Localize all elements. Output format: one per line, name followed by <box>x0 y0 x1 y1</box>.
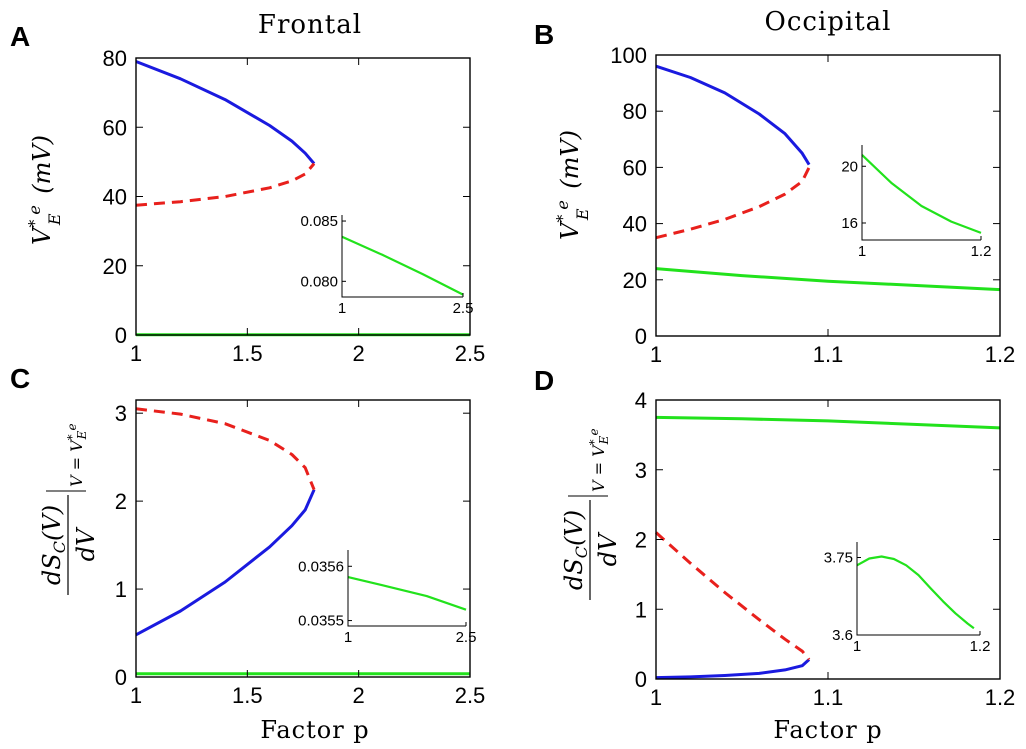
panel-b-x-tick-label: 1.1 <box>813 342 844 367</box>
panel-c-x-tick-label: 1 <box>130 683 142 708</box>
panel-b-inset-x-tick-label: 1.2 <box>971 243 992 260</box>
panel-b-series-green <box>655 267 1001 292</box>
panel-a-y-tick-label: 0 <box>115 323 127 348</box>
panel-b-y-tick-label: 60 <box>623 155 647 180</box>
panel-c-inset-x-tick-label: 2.5 <box>456 629 477 646</box>
column-title-occipital: Occipital <box>765 7 892 37</box>
svg-text:V = V* eE: V = V* eE <box>65 423 89 487</box>
panel-c-series-red-dashed <box>135 407 316 491</box>
panel-a-series-red-dashed <box>135 162 316 207</box>
panel-a-x-tick-label: 1.5 <box>232 341 263 366</box>
panel-a-inset-y-tick-label: 0.085 <box>300 213 338 230</box>
panel-d-x-tick-label: 1.2 <box>985 685 1016 710</box>
panel-a-inset-x-tick-label: 1 <box>338 300 346 317</box>
y-axis-label-a: V* eE (mV) <box>25 135 64 245</box>
x-axis-label-occipital: Factor p <box>773 716 882 744</box>
panel-b-inset-x-tick-label: 1 <box>858 243 866 260</box>
panel-d-inset-series-green <box>856 555 975 630</box>
panel-c-x-tick-label: 2.5 <box>455 683 486 708</box>
panel-d-series-red-dashed <box>655 531 811 661</box>
panel-c-inset-x-tick-label: 1 <box>344 629 352 646</box>
panel-a-inset-x-tick-label: 2.5 <box>453 300 474 317</box>
panel-c-x-tick-label: 2 <box>353 683 365 708</box>
panel-c-inset-series-green <box>347 576 467 611</box>
panel-d-series-green <box>655 415 1001 430</box>
panel-b-y-tick-label: 0 <box>635 324 647 349</box>
panel-c-y-tick-label: 1 <box>115 577 127 602</box>
panel-c-series-blue <box>135 489 316 637</box>
svg-text:dSC(V): dSC(V) <box>560 510 591 590</box>
panel-d-y-tick-label: 0 <box>635 667 647 692</box>
panel-a-inset-series-green <box>341 235 464 296</box>
panel-d-y-tick-label: 1 <box>635 597 647 622</box>
panel-c-inset-y-tick-label: 0.0355 <box>298 613 344 630</box>
panel-b-x-tick-label: 1.2 <box>985 342 1016 367</box>
panel-c-axes <box>135 399 471 678</box>
panel-b-y-tick-label: 100 <box>610 43 647 68</box>
panel-d-x-tick-label: 1.1 <box>813 685 844 710</box>
y-axis-label-d: dSC(V) dV V = V* eE <box>560 428 622 600</box>
svg-text:V* eE (mV): V* eE (mV) <box>25 135 64 245</box>
panel-d-axes <box>655 399 1001 680</box>
panel-a-x-tick-label: 1 <box>130 341 142 366</box>
panel-a-x-tick-label: 2.5 <box>455 341 486 366</box>
panel-a-inset-y-tick-label: 0.080 <box>300 273 338 290</box>
panel-a-axes <box>135 57 471 336</box>
panel-c-inset-plot: 1 2.5 0.0355 0.0356 <box>298 550 476 646</box>
panel-a-y-tick-label: 40 <box>103 185 127 210</box>
panel-d-inset-y-tick-label: 3.75 <box>824 550 853 567</box>
panel-letter-a: A <box>10 21 30 52</box>
panel-c-x-tick-label: 1.5 <box>232 683 263 708</box>
svg-text:V = V* eE: V = V* eE <box>587 428 611 492</box>
panel-d-series-blue <box>655 658 811 680</box>
column-title-frontal: Frontal <box>258 10 362 40</box>
panel-letter-c: C <box>10 363 30 394</box>
panel-letter-d: D <box>534 365 554 396</box>
panel-c-y-tick-label: 3 <box>115 401 127 426</box>
panel-b-plot: 1 1.1 1.2 0 20 40 60 80 100 <box>610 43 1015 367</box>
panel-c-y-tick-label: 2 <box>115 489 127 514</box>
panel-c-inset-axes <box>347 550 466 627</box>
panel-b-series-blue <box>655 64 811 166</box>
panel-b-y-tick-label: 80 <box>623 99 647 124</box>
panel-c-inset-y-tick-label: 0.0356 <box>298 558 344 575</box>
panel-a-x-tick-label: 2 <box>353 341 365 366</box>
panel-b-y-tick-label: 20 <box>623 268 647 293</box>
panel-b-series-red-dashed <box>655 166 811 240</box>
panel-d-inset-plot: 1 1.2 3.6 3.75 <box>824 542 991 655</box>
panel-a-plot: 1 1.5 2 2.5 0 20 40 60 80 <box>103 46 486 366</box>
panel-d-inset-y-tick-label: 3.6 <box>832 627 853 644</box>
panel-c-y-tick-label: 0 <box>115 665 127 690</box>
panel-d-y-tick-label: 3 <box>635 458 647 483</box>
panel-d-inset-axes <box>856 542 980 636</box>
panel-b-inset-y-tick-label: 16 <box>841 215 858 232</box>
svg-text:dSC(V): dSC(V) <box>38 505 69 585</box>
panel-a-series-blue <box>135 60 316 165</box>
panel-d-inset-x-tick-label: 1.2 <box>970 638 991 655</box>
panel-d-x-tick-label: 1 <box>650 685 662 710</box>
y-axis-label-c: dSC(V) dV V = V* eE <box>38 423 100 595</box>
panel-a-y-tick-label: 20 <box>103 254 127 279</box>
panel-b-inset-y-tick-label: 20 <box>841 158 858 175</box>
y-axis-label-b: V* eE (mV) <box>553 130 592 240</box>
panel-b-inset-series-green <box>861 154 982 234</box>
panel-b-x-tick-label: 1 <box>650 342 662 367</box>
svg-text:dV: dV <box>72 526 100 561</box>
panel-b-axes <box>655 54 1001 337</box>
svg-text:V* eE (mV): V* eE (mV) <box>553 130 592 240</box>
panel-letter-b: B <box>534 19 554 50</box>
panel-d-y-tick-label: 2 <box>635 528 647 553</box>
panel-d-inset-x-tick-label: 1 <box>853 638 861 655</box>
panel-a-y-tick-label: 80 <box>103 46 127 71</box>
svg-text:dV: dV <box>594 531 622 566</box>
panel-a-inset-plot: 1 2.5 0.080 0.085 <box>300 213 473 317</box>
panel-d-y-tick-label: 4 <box>635 388 647 413</box>
x-axis-label-frontal: Factor p <box>260 716 369 744</box>
panel-a-y-tick-label: 60 <box>103 115 127 140</box>
panel-b-y-tick-label: 40 <box>623 212 647 237</box>
panel-b-inset-plot: 1 1.2 16 20 <box>841 145 991 260</box>
